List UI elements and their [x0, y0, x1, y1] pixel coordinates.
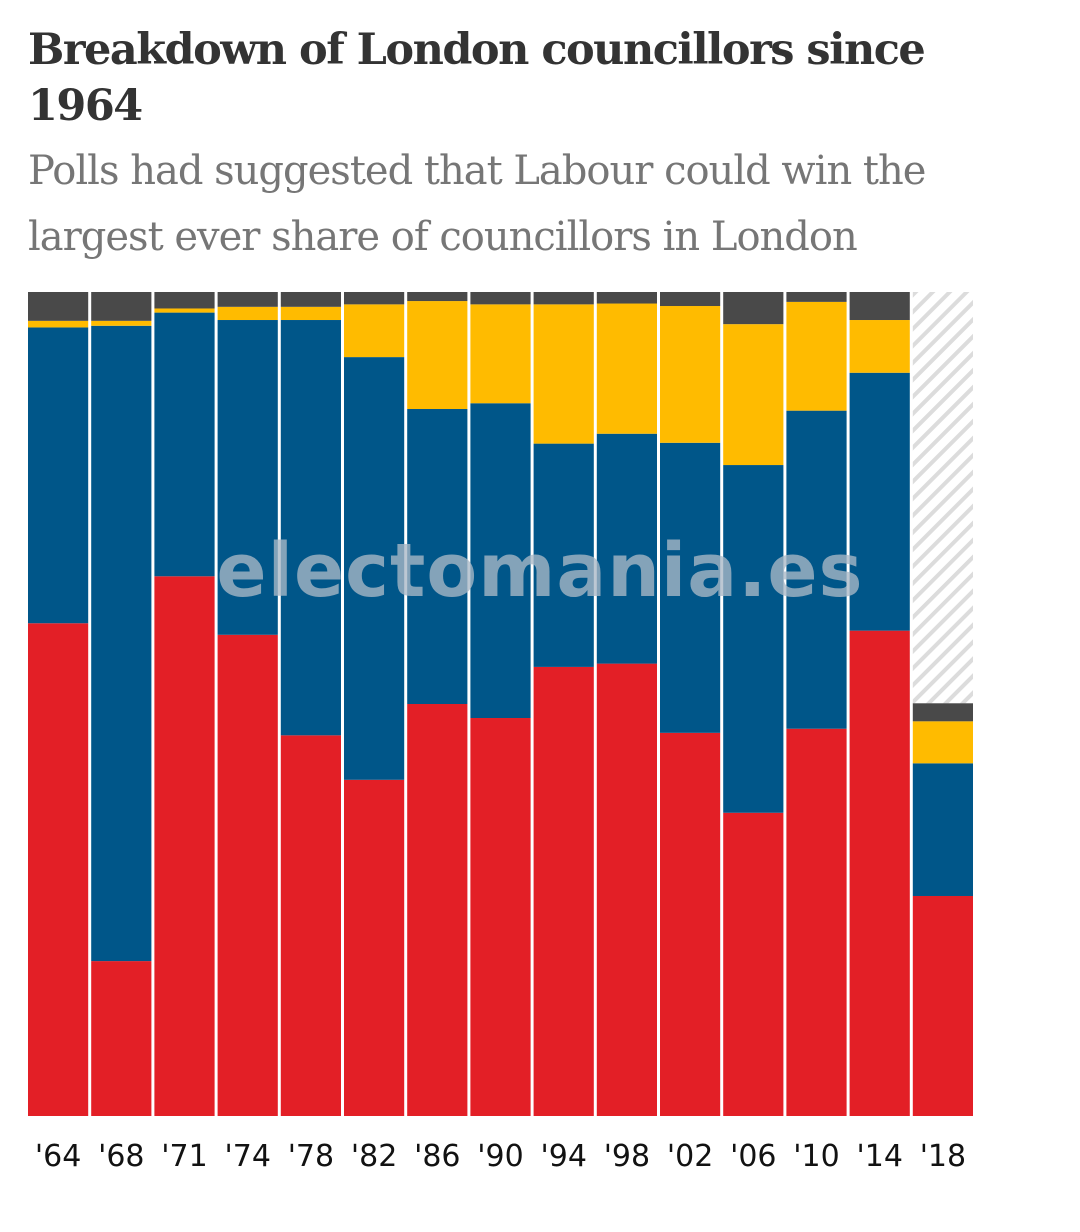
- bar-conservative-18: [912, 763, 973, 896]
- bar-labour-86: [407, 704, 468, 1116]
- bar-other-14: [849, 292, 910, 321]
- x-tick-label: '74: [224, 1139, 270, 1174]
- x-tick-label: '94: [540, 1139, 586, 1174]
- bar-other-74: [217, 292, 278, 307]
- x-tick-label: '02: [667, 1139, 713, 1174]
- bar-stack-74: [217, 292, 278, 1116]
- bar-conservative-68: [91, 325, 152, 962]
- chart-title: Breakdown of London councillors since 19…: [28, 25, 926, 131]
- x-tick-label: '68: [98, 1139, 144, 1174]
- bar-labour-02: [660, 732, 721, 1116]
- bars-group: [28, 292, 973, 1116]
- bar-other-68: [91, 292, 152, 321]
- bar-labour-71: [154, 576, 215, 1116]
- bar-labour-98: [596, 663, 657, 1116]
- bar-stack-98: [596, 292, 657, 1116]
- bar-conservative-71: [154, 312, 215, 577]
- x-tick-label: '78: [288, 1139, 334, 1174]
- bar-other-71: [154, 292, 215, 309]
- x-tick-label: '82: [351, 1139, 397, 1174]
- bar-labour-74: [217, 634, 278, 1116]
- bar-stack-18: [912, 292, 973, 1116]
- bar-stack-86: [407, 292, 468, 1116]
- bar-other-10: [786, 292, 847, 302]
- bar-other-94: [533, 292, 594, 305]
- bar-labour-78: [280, 735, 341, 1116]
- bar-conservative-74: [217, 320, 278, 635]
- bar-liberal-democrat-14: [849, 320, 910, 373]
- bar-labour-06: [723, 812, 784, 1116]
- bar-stack-90: [470, 292, 531, 1116]
- x-axis-ticks: '64 '68 '71 '74 '78 '82 '86 '90 '94 '98 '02 '06 '10 '…: [35, 1139, 966, 1174]
- x-tick-label: '14: [856, 1139, 902, 1174]
- bar-other-82: [344, 292, 405, 305]
- bar-conservative-90: [470, 403, 531, 719]
- bar-conservative-06: [723, 465, 784, 813]
- bar-liberal-democrat-68: [91, 320, 152, 326]
- bar-undeclared-18: [912, 292, 973, 704]
- bar-other-98: [596, 292, 657, 304]
- watermark: electomania.es: [216, 528, 863, 614]
- bar-liberal-democrat-06: [723, 324, 784, 466]
- x-tick-label: '64: [35, 1139, 81, 1174]
- bar-stack-68: [91, 292, 152, 1116]
- bar-liberal-democrat-64: [28, 320, 89, 328]
- bar-conservative-14: [849, 372, 910, 631]
- bar-stack-10: [786, 292, 847, 1116]
- bar-stack-71: [154, 292, 215, 1116]
- x-tick-label: '86: [414, 1139, 460, 1174]
- bar-liberal-democrat-94: [533, 304, 594, 444]
- bar-labour-10: [786, 728, 847, 1116]
- bar-labour-14: [849, 630, 910, 1116]
- bar-liberal-democrat-71: [154, 308, 215, 313]
- bar-other-02: [660, 292, 721, 307]
- bar-conservative-64: [28, 327, 89, 624]
- bar-liberal-democrat-82: [344, 304, 405, 358]
- bar-stack-14: [849, 292, 910, 1116]
- bar-conservative-98: [596, 433, 657, 664]
- bar-liberal-democrat-74: [217, 306, 278, 321]
- bar-liberal-democrat-90: [470, 304, 531, 404]
- bar-other-18: [912, 703, 973, 722]
- bar-liberal-democrat-18: [912, 721, 973, 764]
- bar-other-06: [723, 292, 784, 325]
- bar-labour-90: [470, 718, 531, 1116]
- bar-conservative-02: [660, 442, 721, 733]
- bar-liberal-democrat-98: [596, 303, 657, 434]
- bar-stack-94: [533, 292, 594, 1116]
- bar-liberal-democrat-10: [786, 301, 847, 411]
- x-tick-label: '98: [604, 1139, 650, 1174]
- bar-conservative-82: [344, 357, 405, 780]
- x-tick-label: '90: [477, 1139, 523, 1174]
- bar-other-78: [280, 292, 341, 307]
- bar-stack-06: [723, 292, 784, 1116]
- bar-stack-64: [28, 292, 89, 1116]
- bar-liberal-democrat-78: [280, 306, 341, 321]
- bar-other-64: [28, 292, 89, 321]
- bar-conservative-86: [407, 409, 468, 704]
- bar-labour-94: [533, 666, 594, 1116]
- x-tick-label: '18: [920, 1139, 966, 1174]
- bar-stack-78: [280, 292, 341, 1116]
- chart-subtitle: Polls had suggested that Labour could wi…: [28, 148, 926, 260]
- x-tick-label: '10: [793, 1139, 839, 1174]
- bar-labour-82: [344, 779, 405, 1116]
- x-tick-label: '71: [161, 1139, 207, 1174]
- bar-conservative-10: [786, 410, 847, 729]
- bar-other-90: [470, 292, 531, 305]
- bar-liberal-democrat-86: [407, 301, 468, 409]
- bar-stack-02: [660, 292, 721, 1116]
- bar-conservative-78: [280, 320, 341, 736]
- bar-stack-82: [344, 292, 405, 1116]
- bar-conservative-94: [533, 443, 594, 667]
- bar-labour-18: [912, 895, 973, 1116]
- bar-labour-68: [91, 961, 152, 1116]
- bar-other-86: [407, 292, 468, 302]
- x-tick-label: '06: [730, 1139, 776, 1174]
- bar-liberal-democrat-02: [660, 306, 721, 443]
- bar-labour-64: [28, 623, 89, 1116]
